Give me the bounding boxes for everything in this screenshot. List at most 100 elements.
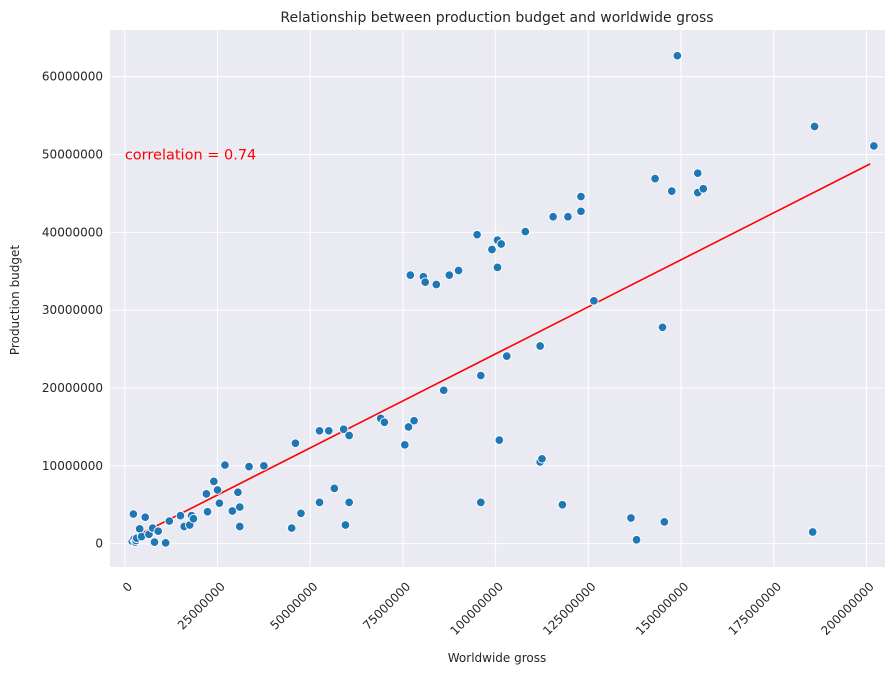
scatter-point xyxy=(659,517,670,527)
scatter-point xyxy=(698,184,709,194)
scatter-point xyxy=(164,516,175,526)
y-tick-label: 60000000 xyxy=(42,70,103,84)
scatter-point xyxy=(149,537,160,547)
scatter-point xyxy=(379,417,390,427)
scatter-point xyxy=(650,173,660,184)
x-tick-label: 125000000 xyxy=(540,579,598,637)
scatter-point xyxy=(535,341,545,351)
scatter-point xyxy=(444,270,455,280)
x-tick-label: 0 xyxy=(120,579,135,594)
grid-lines xyxy=(110,30,885,567)
scatter-point xyxy=(576,206,586,217)
x-tick-label: 25000000 xyxy=(175,579,228,632)
scatter-point xyxy=(134,524,145,534)
scatter-point xyxy=(420,277,430,287)
x-tick-label: 100000000 xyxy=(447,579,505,637)
x-axis-title: Worldwide gross xyxy=(448,651,546,665)
scatter-point xyxy=(314,426,325,436)
scatter-point xyxy=(809,121,820,132)
scatter-point xyxy=(537,454,547,464)
scatter-point xyxy=(400,440,410,450)
y-tick-label: 30000000 xyxy=(42,303,103,317)
scatter-point xyxy=(557,499,568,510)
scatter-point xyxy=(472,229,482,240)
scatter-point xyxy=(453,265,464,276)
y-tick-label: 0 xyxy=(95,537,103,551)
scatter-point xyxy=(476,497,486,508)
scatter-point xyxy=(290,438,301,449)
x-tick-label: 175000000 xyxy=(726,579,784,637)
y-tick-label: 10000000 xyxy=(42,459,103,473)
scatter-point xyxy=(212,485,223,495)
scatter-point xyxy=(657,322,668,333)
scatter-point xyxy=(487,244,497,255)
scatter-point xyxy=(153,526,163,536)
y-axis-ticks: 0 10000000 20000000 30000000 40000000 5000000… xyxy=(42,70,103,551)
scatter-point xyxy=(502,351,512,361)
scatter-point xyxy=(344,430,354,441)
scatter-point xyxy=(409,415,419,426)
data-points xyxy=(127,50,879,548)
scatter-point xyxy=(476,370,486,381)
scatter-point xyxy=(286,523,297,533)
scatter-point xyxy=(227,506,238,516)
scatter-point xyxy=(175,510,186,521)
y-tick-label: 40000000 xyxy=(42,225,103,239)
scatter-point xyxy=(496,239,506,249)
scatter-point xyxy=(438,385,449,396)
scatter-point xyxy=(667,186,677,196)
scatter-point xyxy=(188,513,199,524)
regression-line xyxy=(131,163,871,539)
scatter-point xyxy=(589,296,599,306)
scatter-point xyxy=(403,422,414,432)
scatter-point xyxy=(405,270,416,280)
y-axis-title: Production budget xyxy=(8,245,22,355)
y-tick-label: 20000000 xyxy=(42,381,103,395)
scatter-point xyxy=(563,212,573,222)
scatter-point xyxy=(631,535,642,545)
chart-title: Relationship between production budget a… xyxy=(280,10,713,26)
scatter-point xyxy=(692,168,703,178)
x-tick-label: 75000000 xyxy=(360,579,413,632)
scatter-point xyxy=(626,513,636,523)
scatter-point xyxy=(344,497,354,508)
scatter-point xyxy=(324,426,334,436)
scatter-point xyxy=(492,262,503,273)
x-tick-label: 150000000 xyxy=(633,579,691,637)
scatter-point xyxy=(233,487,243,498)
scatter-point xyxy=(548,212,558,222)
scatter-point xyxy=(296,508,306,519)
scatter-point xyxy=(520,226,531,237)
scatter-point xyxy=(329,483,340,494)
scatter-point xyxy=(160,538,171,548)
scatter-point xyxy=(128,509,139,519)
scatter-point xyxy=(494,435,505,445)
scatter-point xyxy=(340,520,351,530)
plot-background xyxy=(110,30,885,567)
scatter-point xyxy=(338,424,349,434)
x-tick-label: 50000000 xyxy=(267,579,320,632)
scatter-point xyxy=(807,527,818,537)
scatter-point xyxy=(259,461,269,471)
x-axis-ticks: 0 25000000 50000000 75000000 100000000 125000… xyxy=(120,579,877,637)
scatter-point xyxy=(220,460,230,470)
correlation-annotation: correlation = 0.74 xyxy=(125,148,256,164)
scatter-point xyxy=(235,521,245,532)
scatter-point xyxy=(244,461,254,472)
scatter-point xyxy=(869,141,879,151)
scatter-point xyxy=(214,498,225,508)
regression-line-layer xyxy=(131,163,871,539)
scatter-point xyxy=(314,497,325,508)
y-tick-label: 50000000 xyxy=(42,148,103,162)
scatter-point xyxy=(431,279,442,290)
scatter-point xyxy=(235,502,245,512)
scatter-point xyxy=(576,191,586,202)
scatter-point xyxy=(209,476,219,487)
scatter-point xyxy=(201,489,212,499)
scatter-point xyxy=(140,512,150,522)
scatter-point xyxy=(202,506,213,517)
x-tick-label: 200000000 xyxy=(818,579,876,637)
scatter-point xyxy=(672,50,683,61)
